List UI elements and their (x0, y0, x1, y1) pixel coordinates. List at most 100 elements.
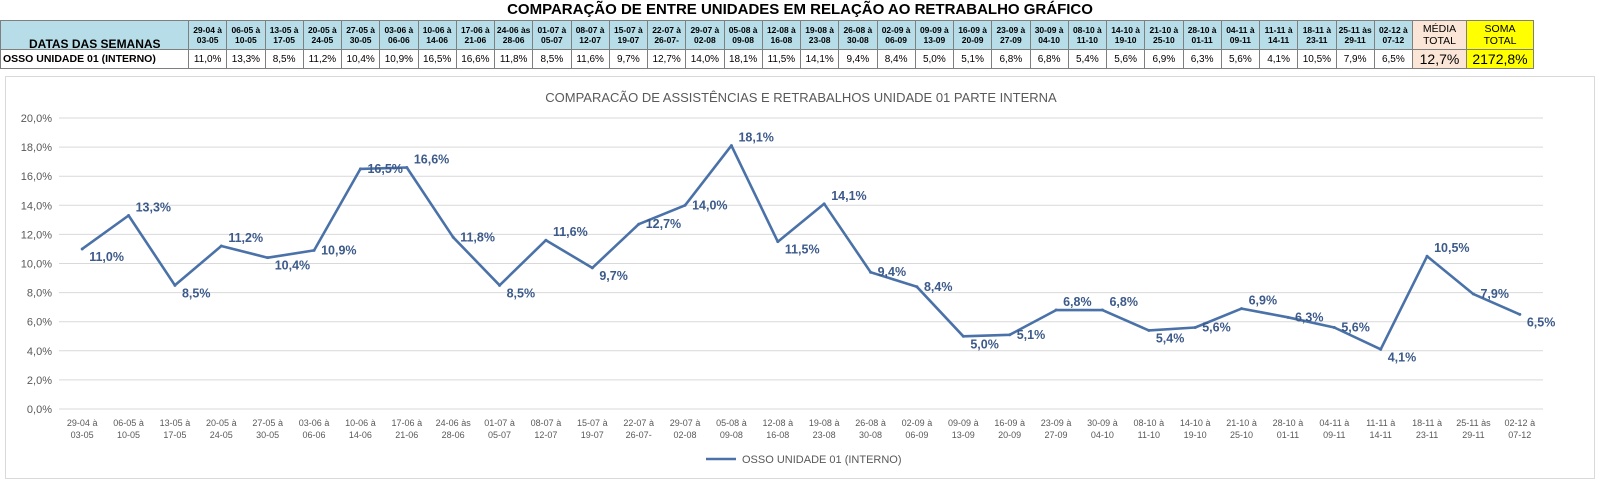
week-header-cell: 27-05 à 30-05 (340, 20, 381, 50)
soma-label-line2: TOTAL (1483, 35, 1517, 47)
week-header-cell: 22-07 à 26-07- (646, 20, 687, 50)
week-date-line1: 25-11 às (1338, 25, 1372, 35)
week-date-line1: 10-06 à (422, 25, 452, 35)
x-tick-label: 14-10 à (1180, 418, 1211, 428)
data-point (1518, 312, 1522, 316)
week-date-line2: 29-11 (1344, 35, 1366, 45)
data-point (127, 213, 131, 217)
week-date-line2: 28-06 (502, 35, 525, 45)
data-point (173, 283, 177, 287)
week-value-cell: 13,3% (226, 49, 266, 69)
data-label: 6,8% (1109, 295, 1138, 309)
data-point (822, 202, 826, 206)
data-point (1332, 326, 1336, 330)
data-point (776, 240, 780, 244)
week-date-line2: 05-07 (541, 35, 563, 45)
week-date-line1: 28-10 à (1187, 25, 1217, 35)
x-tick-label: 01-07 à (484, 418, 515, 428)
week-header-cell: 29-04 à 03-05 (187, 20, 228, 50)
week-header-cell: 10-06 à 14-06 (417, 20, 457, 50)
data-label: 11,2% (228, 231, 263, 245)
values-row: OSSO UNIDADE 01 (INTERNO) 11,0% 13,3% 8,5%… (0, 49, 1534, 69)
soma-total-header: SOMA TOTAL (1466, 20, 1534, 50)
x-tick-label: 16-09 à (994, 418, 1025, 428)
x-tick-label: 15-07 à (577, 418, 608, 428)
week-value-cell: 4,1% (1258, 49, 1299, 69)
week-header-cell: 12-08 à 16-08 (761, 20, 802, 50)
week-header-cell: 03-06 à 06-06 (379, 20, 419, 50)
header-label: DATAS DAS SEMANAS (0, 20, 189, 50)
x-tick-label: 14-11 (1370, 430, 1392, 440)
data-point (1147, 328, 1151, 332)
x-tick-label: 23-11 (1416, 430, 1438, 440)
week-value-cell: 10,4% (340, 49, 381, 69)
data-label: 14,0% (692, 198, 727, 212)
data-point (729, 144, 733, 148)
week-date-line2: 23-11 (1306, 35, 1328, 45)
data-point (1100, 308, 1104, 312)
data-label: 10,9% (321, 243, 356, 257)
week-header-cell: 02-12 à 07-12 (1373, 20, 1414, 50)
week-header-cell: 17-06 à 21-06 (455, 20, 496, 50)
data-point (80, 247, 84, 251)
x-tick-label: 04-11 à (1319, 418, 1349, 428)
week-date-line1: 08-07 à (575, 25, 605, 35)
week-date-line2: 24-05 (311, 35, 334, 45)
x-tick-label: 29-04 à (67, 418, 98, 428)
week-header-cell: 18-11 à 23-11 (1297, 20, 1337, 50)
y-tick-label: 12,0% (21, 229, 52, 241)
data-label: 5,4% (1156, 331, 1185, 345)
x-tick-label: 07-12 (1508, 430, 1531, 440)
week-value-cell: 11,0% (187, 49, 228, 69)
x-tick-label: 23-08 (813, 430, 836, 440)
x-tick-label: 21-06 (395, 430, 418, 440)
week-header-cell: 16-09 à 20-09 (952, 20, 993, 50)
week-date-line2: 14-11 (1267, 35, 1290, 45)
chart-container: COMPARACÃO DE ASSISTÊNCIAS E RETRABALHOS… (5, 76, 1595, 479)
x-tick-label: 30-08 (859, 430, 882, 440)
week-value-cell: 16,5% (417, 49, 457, 69)
week-date-line2: 19-10 (1114, 35, 1137, 45)
y-tick-label: 0,0% (27, 404, 52, 416)
data-point (358, 167, 362, 171)
week-date-line1: 12-08 à (766, 25, 796, 35)
week-date-line1: 27-05 à (346, 25, 376, 35)
week-value-cell: 9,7% (608, 49, 649, 69)
data-point (405, 165, 409, 169)
week-header-cell: 14-10 à 19-10 (1105, 20, 1146, 50)
week-value-cell: 9,4% (838, 49, 878, 69)
week-value-cell: 11,8% (493, 49, 534, 69)
week-date-line2: 01-11 (1191, 35, 1213, 45)
x-tick-label: 09-11 (1323, 430, 1345, 440)
week-date-line1: 23-09 à (996, 25, 1026, 35)
week-date-line2: 19-07 (617, 35, 640, 45)
week-header-cell: 23-09 à 27-09 (991, 20, 1031, 50)
x-tick-label: 26-08 à (855, 418, 886, 428)
x-tick-label: 10-06 à (345, 418, 376, 428)
y-tick-label: 8,0% (27, 288, 52, 300)
week-date-line1: 13-05 à (269, 25, 299, 35)
week-date-line1: 05-08 à (728, 25, 758, 35)
x-tick-label: 28-10 à (1273, 418, 1304, 428)
y-tick-label: 18,0% (21, 142, 52, 154)
week-date-line2: 16-08 (770, 35, 793, 45)
week-value-cell: 6,8% (991, 49, 1031, 69)
data-point (219, 244, 223, 248)
weekly-data-table: DATAS DAS SEMANAS 29-04 à 03-05 06-05 à 10-… (0, 20, 1534, 69)
x-tick-label: 19-08 à (809, 418, 840, 428)
week-date-line2: 11-10 (1076, 35, 1099, 45)
week-header-cell: 04-11 à 09-11 (1220, 20, 1261, 50)
x-tick-label: 12-07 (534, 430, 557, 440)
data-point (498, 283, 502, 287)
soma-label-line1: SOMA (1484, 23, 1516, 35)
week-value-cell: 11,6% (570, 49, 610, 69)
x-tick-label: 30-09 à (1087, 418, 1118, 428)
week-date-line2: 09-11 (1229, 35, 1252, 45)
week-value-cell: 6,8% (1029, 49, 1069, 69)
data-label: 9,7% (599, 269, 628, 283)
series-line (81, 144, 1521, 351)
x-tick-label: 26-07- (626, 430, 652, 440)
week-date-line1: 30-09 à (1034, 25, 1064, 35)
x-tick-label: 17-05 (163, 430, 186, 440)
week-date-line2: 30-08 (847, 35, 869, 45)
